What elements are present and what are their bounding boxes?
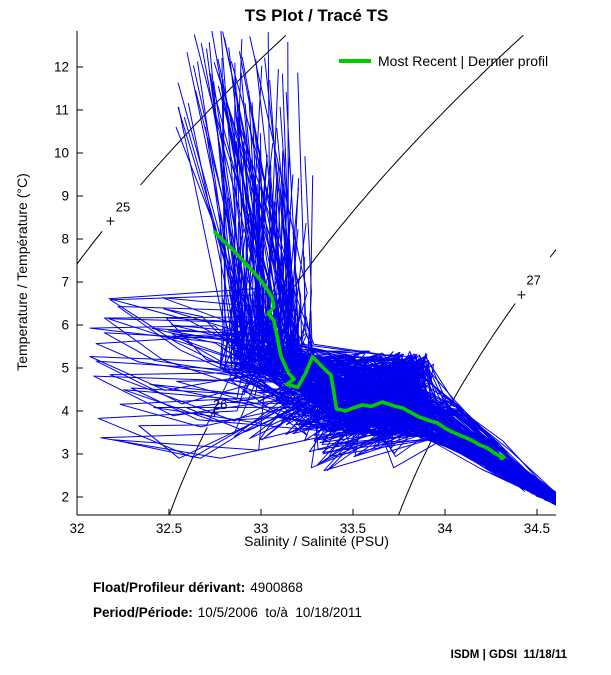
- svg-text:8: 8: [61, 232, 69, 247]
- float-id-value: 4900868: [250, 580, 303, 595]
- svg-text:3: 3: [61, 446, 69, 461]
- legend: Most Recent | Dernier profil: [338, 53, 548, 69]
- svg-text:10: 10: [54, 146, 69, 161]
- float-id-label: Float/Profileur dérivant:: [93, 580, 246, 595]
- y-axis-label: Temperature / Température (°C): [14, 173, 30, 371]
- svg-text:6: 6: [61, 318, 69, 333]
- svg-text:12: 12: [54, 60, 69, 75]
- svg-text:11: 11: [55, 103, 69, 118]
- svg-text:33: 33: [253, 521, 268, 536]
- svg-text:34: 34: [437, 521, 453, 536]
- historical-profiles: [89, 31, 556, 506]
- legend-label: Most Recent | Dernier profil: [378, 53, 549, 69]
- svg-text:32.5: 32.5: [156, 521, 182, 536]
- svg-text:32: 32: [69, 521, 84, 536]
- svg-text:33.5: 33.5: [340, 521, 366, 536]
- most-recent-profile: [213, 230, 506, 461]
- svg-text:5: 5: [61, 360, 69, 375]
- float-id-line: Float/Profileur dérivant: 4900868: [78, 565, 303, 610]
- svg-text:27: 27: [526, 272, 540, 287]
- svg-text:2: 2: [61, 489, 69, 504]
- period-label: Period/Période:: [93, 605, 193, 620]
- period-line: Period/Période: 10/5/2006 to/à 10/18/2011: [78, 590, 362, 635]
- period-value: 10/5/2006 to/à 10/18/2011: [197, 605, 362, 620]
- svg-text:9: 9: [61, 189, 69, 204]
- svg-text:34.5: 34.5: [524, 521, 550, 536]
- svg-text:25: 25: [116, 199, 130, 214]
- legend-line-sample: [339, 59, 371, 63]
- x-axis-label: Salinity / Salinité (PSU): [244, 533, 389, 549]
- chart-title: TS Plot / Tracé TS: [244, 6, 389, 25]
- provenance-watermark: ISDM | GDSI 11/18/11: [450, 649, 567, 661]
- svg-text:4: 4: [61, 403, 69, 418]
- svg-text:7: 7: [61, 275, 69, 290]
